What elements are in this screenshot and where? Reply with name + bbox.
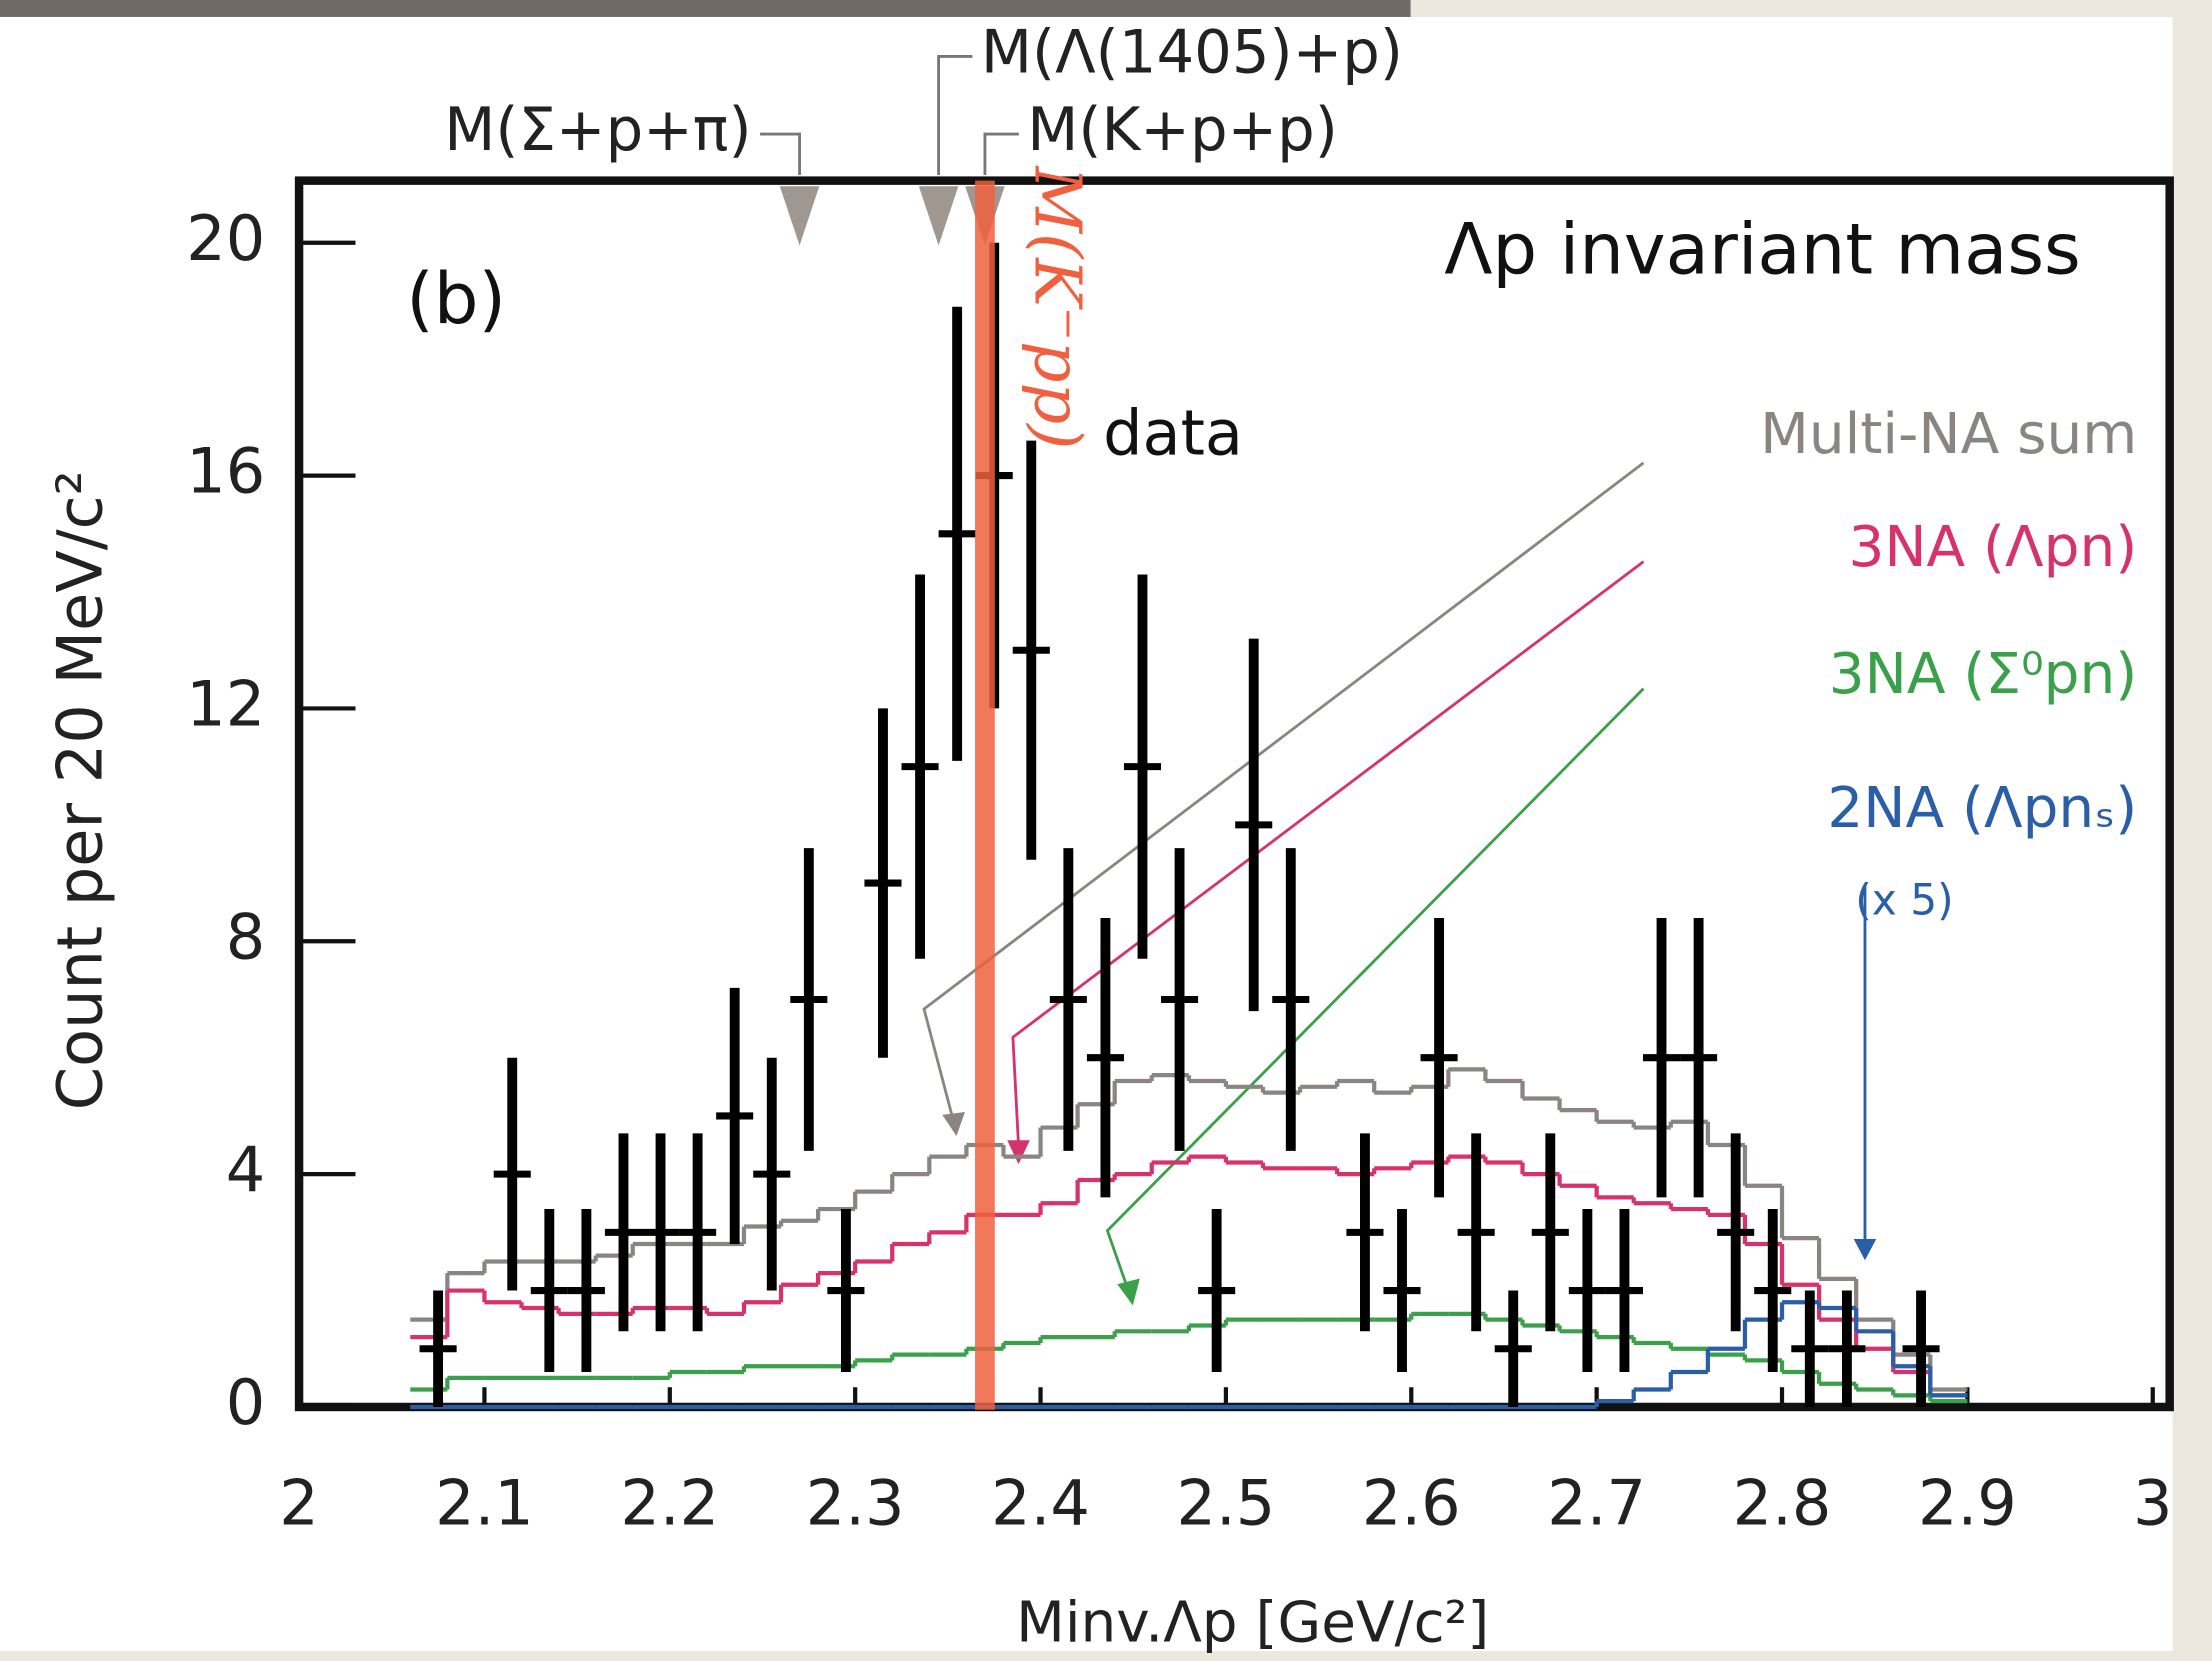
leader-lines xyxy=(922,461,1867,1292)
panel-label: (b) xyxy=(406,258,506,340)
y-tick-label: 12 xyxy=(186,668,265,741)
y-tick-label: 0 xyxy=(226,1366,265,1439)
y-tick-label: 16 xyxy=(186,435,265,508)
leader-line xyxy=(1105,687,1645,1292)
leader-line xyxy=(1011,560,1645,1146)
side-strip xyxy=(2172,0,2212,1661)
data-label: data xyxy=(1103,397,1243,470)
scale-note: (x 5) xyxy=(1855,876,1953,925)
legend-label: 3NA (Λpn) xyxy=(1848,515,2137,580)
y-tick-label: 8 xyxy=(226,900,265,973)
arrow-head xyxy=(942,1112,965,1137)
x-tick-label: 2.6 xyxy=(1362,1466,1461,1539)
x-axis-label: Minv.Λp [GeV/c²] xyxy=(1016,1590,1489,1655)
threshold-marker xyxy=(779,186,820,246)
x-tick-label: 2.8 xyxy=(1733,1466,1832,1539)
legend-label: 3NA (Σ⁰pn) xyxy=(1829,642,2137,707)
annotation-label: M(Λ(1405)+p) xyxy=(981,18,1403,87)
annotation-label: M(K+p+p) xyxy=(1027,95,1338,164)
annotation-label: M(Σ+p+π) xyxy=(444,95,751,164)
marker-line-label: M(K⁻pp) xyxy=(1020,166,1095,450)
x-tick-label: 2.5 xyxy=(1177,1466,1276,1539)
x-tick-label: 2.2 xyxy=(620,1466,719,1539)
photo-strip xyxy=(0,0,1411,17)
annotation-bracket xyxy=(937,55,973,175)
top-strip xyxy=(1410,0,2173,17)
chart-title: Λp invariant mass xyxy=(1444,209,2081,291)
leader-line xyxy=(922,461,1645,1123)
annotation-bracket xyxy=(983,132,1019,175)
x-tick-label: 2 xyxy=(279,1466,318,1539)
y-tick-label: 20 xyxy=(186,202,265,275)
x-tick-label: 2.1 xyxy=(435,1466,534,1539)
legend-label: Multi-NA sum xyxy=(1760,402,2137,467)
y-axis-label: Count per 20 MeV/c² xyxy=(44,470,117,1110)
arrow-head xyxy=(1007,1140,1030,1165)
x-tick-label: 2.7 xyxy=(1547,1466,1646,1539)
x-tick-label: 2.9 xyxy=(1918,1466,2017,1539)
legend-label: 2NA (Λpnₛ) xyxy=(1827,776,2137,841)
arrow-head xyxy=(1117,1278,1140,1306)
y-tick-label: 4 xyxy=(226,1133,265,1206)
bottom-strip xyxy=(0,1651,2212,1661)
x-tick-label: 2.4 xyxy=(991,1466,1090,1539)
annotation-bracket xyxy=(760,132,801,175)
threshold-marker xyxy=(918,186,959,246)
x-tick-label: 2.3 xyxy=(806,1466,905,1539)
x-tick-label: 3 xyxy=(2133,1466,2172,1539)
arrow-head xyxy=(1853,1239,1877,1261)
